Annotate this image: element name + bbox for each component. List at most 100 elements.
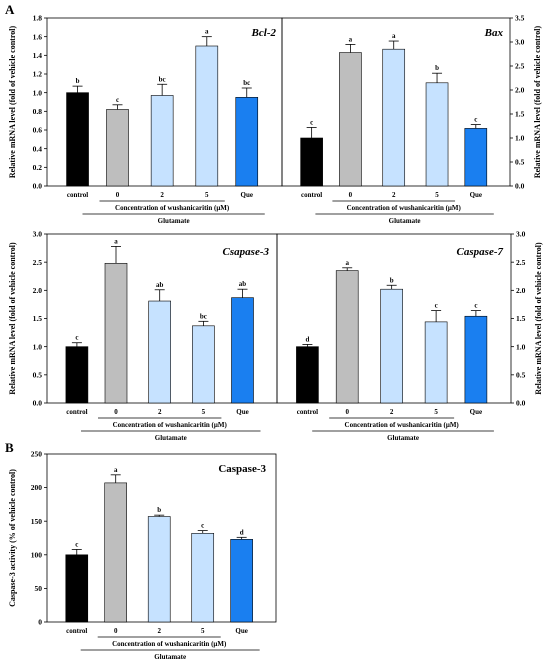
chart-2-sig-letter-3: bc (200, 312, 207, 320)
chart-0-category-0: control (67, 191, 88, 199)
chart-0-bar-4 (235, 97, 259, 187)
chart-3-bar-0 (296, 346, 319, 404)
chart-3-ylabel: Relative mRNA level (fold of vehicle con… (534, 242, 543, 395)
chart-4-ytick-label: 50 (35, 584, 43, 593)
chart-1-ytick-label: 0.5 (515, 158, 525, 167)
chart-2-ytick-label: 1.0 (33, 342, 43, 351)
chart-4-sig-letter-3: c (201, 522, 204, 530)
chart-0-bar-1 (106, 109, 129, 187)
chart-2-ytick-label: 2.0 (33, 286, 43, 295)
chart-4-sig-letter-2: b (157, 506, 161, 514)
chart-4-title: Caspase-3 (218, 463, 266, 475)
chart-0-category-3: 5 (205, 191, 209, 199)
chart-3-bar-2 (380, 288, 403, 404)
chart-1-ytick-label: 0.0 (515, 182, 525, 191)
chart-0-ytick-label: 0.8 (33, 107, 43, 116)
chart-3-treatment-label: Glutamate (387, 434, 419, 442)
chart-3-sig-letter-2: b (390, 276, 394, 284)
chart-3-sig-letter-4: c (474, 302, 477, 310)
chart-3-ytick-label: 0.5 (516, 370, 526, 379)
chart-4-sig-letter-0: c (75, 540, 78, 548)
chart-4-bar-1 (104, 482, 127, 623)
chart-3-ytick-label: 1.0 (516, 342, 526, 351)
chart-3-category-1: 0 (345, 408, 349, 416)
chart-3-ytick-label: 2.0 (516, 286, 526, 295)
chart-1-category-1: 0 (349, 191, 353, 199)
chart-1-ytick-label: 1.5 (515, 110, 525, 119)
chart-1-bar-1 (339, 52, 362, 187)
chart-2-sig-letter-2: ab (156, 281, 164, 289)
chart-3-category-3: 5 (434, 408, 438, 416)
chart-2-bar-1 (104, 262, 128, 404)
chart-1-bar-4 (464, 128, 488, 187)
chart-3-sig-letter-3: c (435, 302, 438, 310)
chart-1-ytick-label: 2.0 (515, 86, 525, 95)
chart-1-ytick-label: 3.5 (515, 14, 525, 23)
chart-1-category-3: 5 (435, 191, 439, 199)
chart-0-category-1: 0 (116, 191, 120, 199)
chart-0-ytick-label: 1.0 (33, 88, 43, 97)
chart-4-category-2: 2 (157, 627, 161, 635)
chart-0-ylabel: Relative mRNA level (fold of vehicle con… (8, 26, 17, 179)
chart-2-sig-letter-4: ab (239, 280, 247, 288)
chart-1-title: Bax (484, 27, 504, 39)
chart-4-ytick-label: 100 (31, 550, 43, 559)
chart-2-ytick-label: 1.5 (33, 314, 43, 323)
chart-1-ytick-label: 3.0 (515, 38, 525, 47)
chart-3-category-0: control (297, 408, 318, 416)
chart-4-ytick-label: 200 (31, 483, 43, 492)
chart-4-category-4: Que (235, 627, 247, 635)
chart-0-sig-letter-4: bc (243, 79, 250, 87)
chart-0-bar-3 (195, 45, 219, 187)
chart-1-treatment-label: Glutamate (389, 217, 421, 225)
chart-2-ytick-label: 2.5 (33, 258, 43, 267)
chart-1-bar-0 (300, 137, 323, 187)
chart-0-treatment-label: Glutamate (158, 217, 190, 225)
chart-1-category-2: 2 (392, 191, 396, 199)
chart-2-title: Csapase-3 (223, 246, 270, 258)
chart-2-sig-letter-0: c (75, 334, 78, 342)
chart-3-bar-1 (335, 270, 359, 404)
chart-1-sig-letter-4: c (474, 116, 477, 124)
chart-2-ytick-label: 3.0 (33, 230, 43, 239)
chart-4-bar-3 (191, 532, 215, 623)
chart-3-title: Caspase-7 (457, 246, 504, 258)
chart-2-bar-3 (192, 325, 215, 404)
chart-2-concentration-label: Concentration of wushanicaritin (μM) (113, 421, 228, 429)
chart-1-category-4: Que (470, 191, 482, 199)
chart-4-concentration-label: Concentration of wushanicaritin (μM) (112, 640, 227, 648)
chart-0-bar-0 (66, 92, 89, 187)
chart-4-ytick-label: 150 (31, 517, 43, 526)
chart-1-sig-letter-0: c (310, 118, 313, 126)
chart-1-ylabel: Relative mRNA level (fold of vehicle con… (533, 26, 542, 179)
chart-1-concentration-label: Concentration of wushanicaritin (μM) (347, 204, 462, 212)
chart-2-ytick-label: 0.5 (33, 370, 43, 379)
chart-0-ytick-label: 1.4 (33, 51, 43, 60)
chart-0-category-4: Que (241, 191, 253, 199)
chart-4-sig-letter-4: d (240, 528, 244, 536)
chart-2-ytick-label: 0.0 (33, 399, 43, 408)
chart-4-category-0: control (66, 627, 87, 635)
chart-0-sig-letter-0: b (76, 77, 80, 85)
chart-2-category-3: 5 (202, 408, 206, 416)
chart-4-sig-letter-1: a (114, 466, 118, 474)
chart-0-ytick-label: 1.6 (33, 32, 43, 41)
chart-1-sig-letter-3: b (435, 64, 439, 72)
chart-4-treatment-label: Glutamate (154, 653, 186, 661)
chart-4-bar-0 (65, 554, 89, 623)
chart-4-bar-4 (230, 539, 253, 623)
chart-1-ytick-label: 1.0 (515, 134, 525, 143)
chart-1-bar-3 (425, 82, 449, 187)
panel-letter-a: A (5, 2, 15, 17)
chart-4-category-1: 0 (114, 627, 118, 635)
chart-3-bar-4 (464, 315, 488, 404)
chart-2-treatment-label: Glutamate (155, 434, 187, 442)
chart-3-sig-letter-1: a (345, 259, 349, 267)
chart-4-ylabel: Caspase-3 activity (% of vehicle control… (8, 469, 17, 607)
chart-1-sig-letter-2: a (392, 32, 396, 40)
chart-2-category-1: 0 (114, 408, 118, 416)
chart-3-ytick-label: 3.0 (516, 230, 526, 239)
chart-1-sig-letter-1: a (349, 35, 353, 43)
chart-1-ytick-label: 2.5 (515, 62, 525, 71)
